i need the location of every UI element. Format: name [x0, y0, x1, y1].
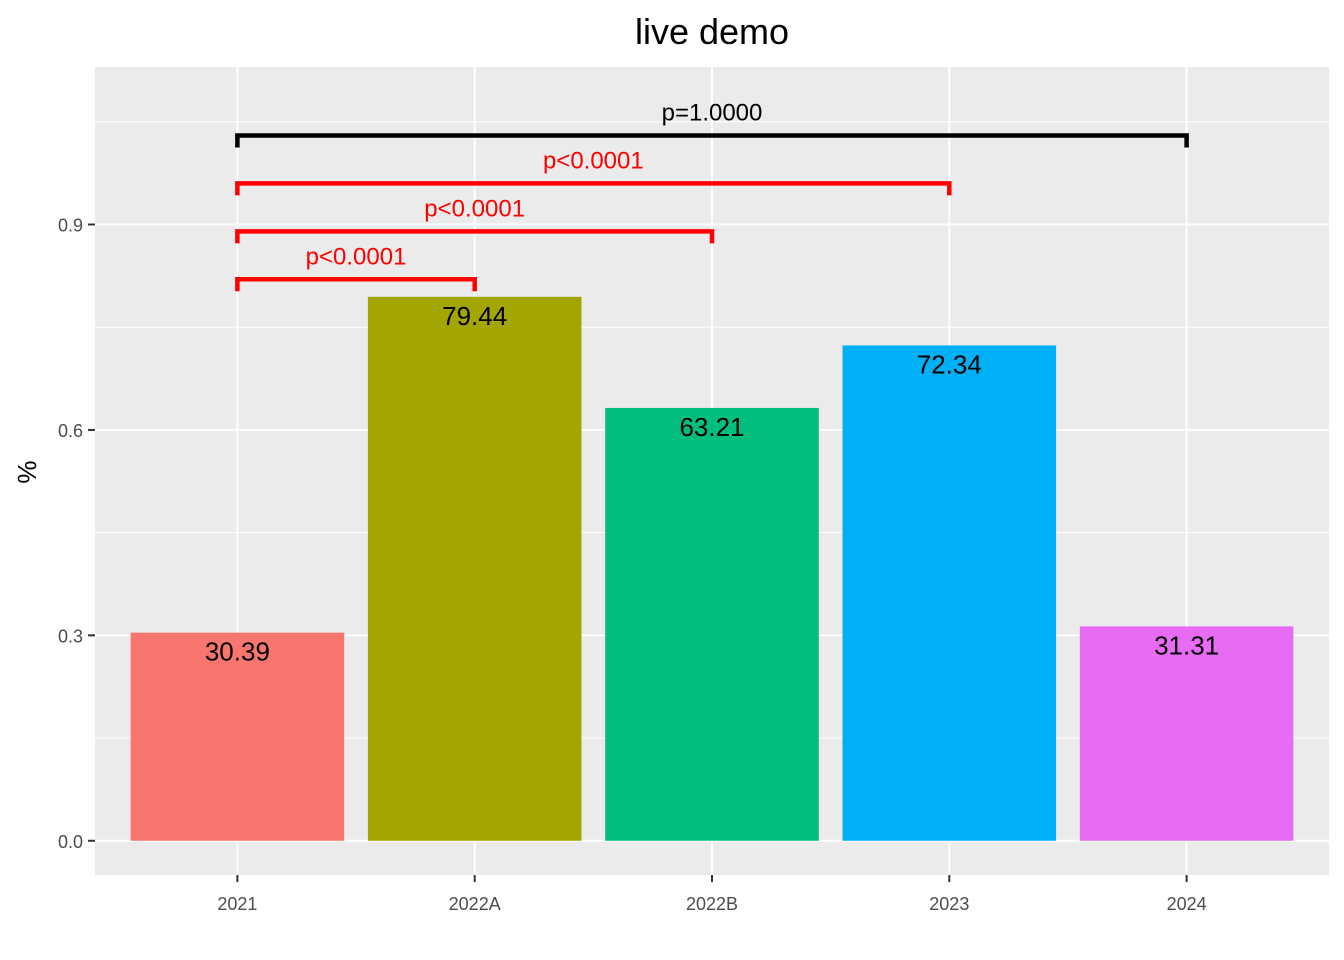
x-tick-label: 2022B [686, 894, 738, 914]
p-value-label: p<0.0001 [306, 243, 407, 270]
x-tick-label: 2021 [217, 894, 257, 914]
bars: 30.39 79.44 63.21 72.34 31.31 [130, 296, 1294, 841]
comparison-2021-2023: p<0.0001 [235, 147, 952, 196]
y-tick-label: 0.0 [58, 832, 83, 852]
y-tick-label: 0.9 [58, 215, 83, 235]
comparison-2021-2024: p=1.0000 [235, 99, 1189, 148]
comparison-2021-2022B: p<0.0001 [235, 195, 715, 244]
comparison-2021-2022A: p<0.0001 [235, 243, 477, 292]
chart-title: live demo [635, 11, 789, 52]
comparison-brackets: p<0.0001 p<0.0001 p<0.0001 p=1.0000 [235, 99, 1189, 292]
comparison-bracket [235, 229, 715, 244]
comparison-bracket [235, 277, 477, 292]
bar-2023 [842, 345, 1057, 841]
y-tick-label: 0.6 [58, 421, 83, 441]
p-value-label: p<0.0001 [424, 195, 525, 222]
bar-value-label: 30.39 [205, 637, 270, 667]
comparison-bracket [235, 133, 1189, 148]
axes: 0.0 0.3 0.6 0.9 2021 2022A 2022B 2023 2024 [58, 215, 1207, 914]
bar-2022b [605, 407, 819, 841]
bar-value-label: 31.31 [1154, 630, 1219, 660]
bar-2024 [1079, 626, 1294, 841]
bar-2022a [367, 296, 582, 841]
p-value-label: p=1.0000 [662, 99, 763, 126]
bar-2021 [130, 632, 345, 841]
y-tick-label: 0.3 [58, 626, 83, 646]
y-axis-label: % [12, 460, 42, 483]
p-value-label: p<0.0001 [543, 147, 644, 174]
comparison-bracket [235, 181, 952, 196]
bar-value-label: 72.34 [917, 349, 982, 379]
x-tick-label: 2024 [1167, 894, 1207, 914]
bar-value-label: 63.21 [679, 412, 744, 442]
bar-value-label: 79.44 [442, 301, 507, 331]
x-tick-label: 2022A [449, 894, 501, 914]
x-tick-label: 2023 [929, 894, 969, 914]
